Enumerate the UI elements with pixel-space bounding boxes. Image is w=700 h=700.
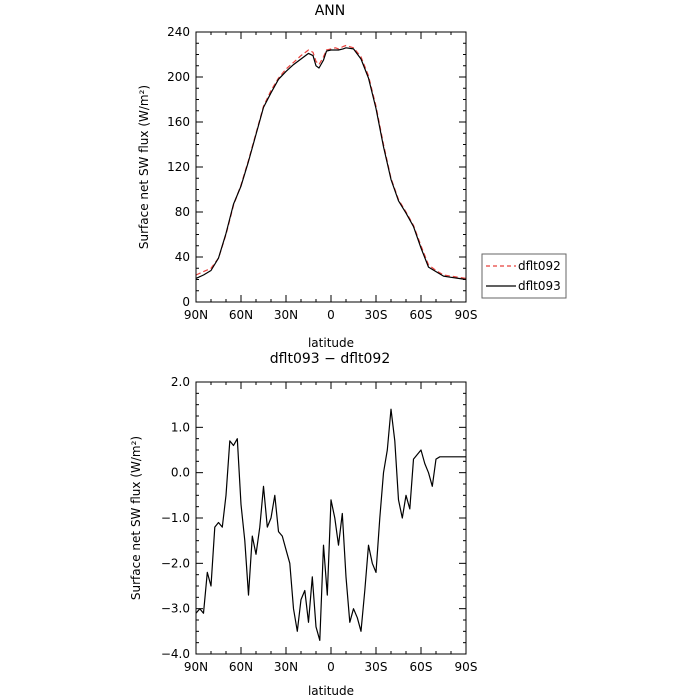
top-y-tick-label: 240 bbox=[167, 25, 190, 39]
bottom-x-axis-title: latitude bbox=[308, 684, 354, 698]
legend-box bbox=[481, 253, 567, 299]
top-plot-frame bbox=[195, 31, 467, 303]
top-x-tick-label: 90S bbox=[455, 308, 478, 322]
bottom-plot-frame bbox=[195, 381, 467, 655]
top-chart-title: ANN bbox=[315, 3, 346, 19]
bottom-y-tick-label: 1.0 bbox=[171, 420, 190, 434]
top-series-line-dflt093 bbox=[195, 47, 467, 281]
bottom-panel: dflt093 − dflt092 90N 60N 30N 0 30S 60S 90S −4.… bbox=[129, 351, 477, 698]
bottom-x-tick-label: 90N bbox=[184, 660, 208, 674]
top-y-axis-title: Surface net SW flux (W/m²) bbox=[137, 85, 151, 249]
top-y-tick-label: 160 bbox=[167, 115, 190, 129]
top-y-tick-label: 80 bbox=[175, 205, 190, 219]
bottom-x-tick-label: 60S bbox=[410, 660, 433, 674]
top-y-tick-label: 200 bbox=[167, 70, 190, 84]
legend-label-dflt092: dflt092 bbox=[518, 259, 561, 273]
top-x-tick-label: 90N bbox=[184, 308, 208, 322]
top-x-tick-label: 30N bbox=[274, 308, 298, 322]
top-panel: ANN 90N 60N 30N 0 30S 60S 90S 0 40 80 120 160 200 240… bbox=[137, 3, 567, 350]
bottom-plot-area: 90N 60N 30N 0 30S 60S 90S −4.0 −3.0 −2.0 −1.0 0.0 1.… bbox=[161, 375, 478, 674]
bottom-chart-title: dflt093 − dflt092 bbox=[270, 351, 390, 367]
legend-label-dflt093: dflt093 bbox=[518, 279, 561, 293]
top-x-tick-label: 30S bbox=[365, 308, 388, 322]
top-series-line-dflt092 bbox=[195, 44, 467, 279]
bottom-y-tick-label: −3.0 bbox=[161, 602, 190, 616]
bottom-y-tick-label: −1.0 bbox=[161, 511, 190, 525]
bottom-y-axis-title: Surface net SW flux (W/m²) bbox=[129, 436, 143, 600]
bottom-series-line-series-0 bbox=[195, 408, 466, 642]
top-x-tick-label: 60S bbox=[410, 308, 433, 322]
top-y-tick-label: 40 bbox=[175, 250, 190, 264]
bottom-x-tick-label: 90S bbox=[455, 660, 478, 674]
bottom-y-tick-label: −4.0 bbox=[161, 647, 190, 661]
bottom-y-tick-label: 0.0 bbox=[171, 466, 190, 480]
bottom-x-tick-label: 30S bbox=[365, 660, 388, 674]
bottom-x-tick-label: 60N bbox=[229, 660, 253, 674]
bottom-x-tick-label: 0 bbox=[327, 660, 335, 674]
bottom-x-tick-label: 30N bbox=[274, 660, 298, 674]
legend: dflt092 dflt093 bbox=[481, 253, 567, 299]
top-x-axis-title: latitude bbox=[308, 336, 354, 350]
bottom-y-tick-label: −2.0 bbox=[161, 556, 190, 570]
top-plot-area: 90N 60N 30N 0 30S 60S 90S 0 40 80 120 160 200 240 bbox=[167, 25, 477, 322]
bottom-y-tick-label: 2.0 bbox=[171, 375, 190, 389]
top-x-tick-label: 0 bbox=[327, 308, 335, 322]
top-y-tick-label: 0 bbox=[182, 295, 190, 309]
top-y-tick-label: 120 bbox=[167, 160, 190, 174]
top-x-tick-label: 60N bbox=[229, 308, 253, 322]
